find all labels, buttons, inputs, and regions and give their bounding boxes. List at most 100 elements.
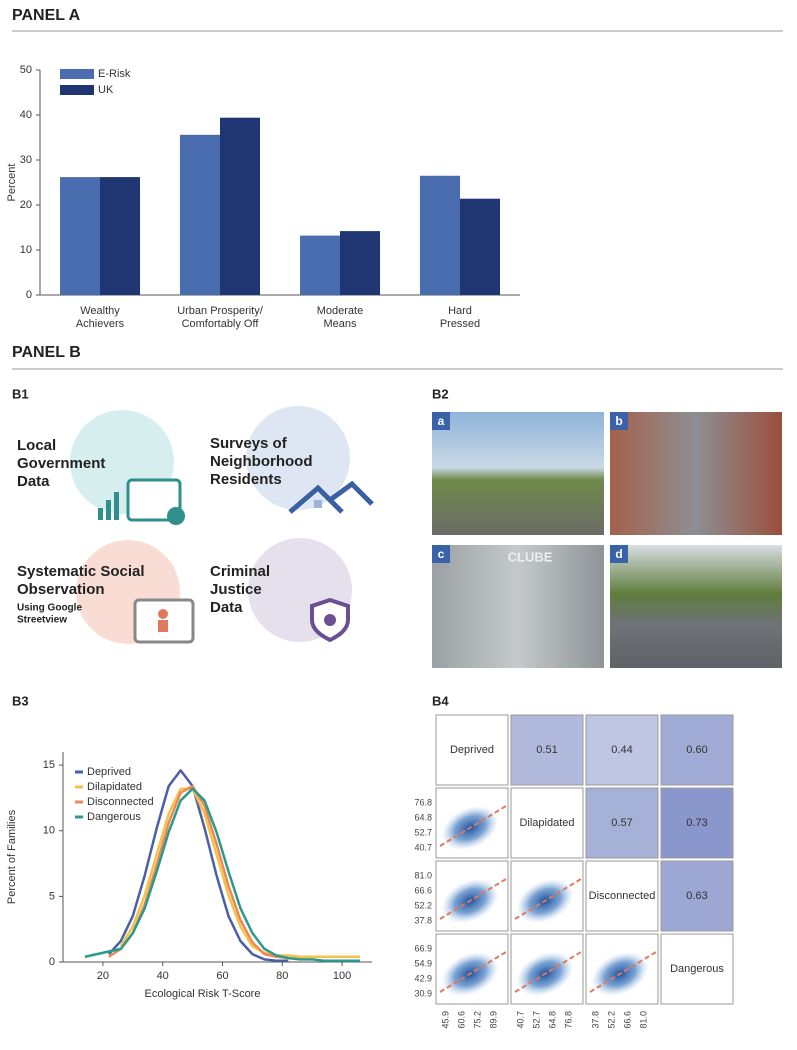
source-title: Data (210, 599, 243, 616)
fit-line (439, 951, 507, 993)
source-title: Residents (210, 471, 282, 488)
legend-label: E-Risk (98, 68, 131, 80)
fit-line (589, 951, 657, 993)
fit-line (439, 805, 507, 847)
bar (420, 175, 460, 295)
col-tick-label: 40.7 (515, 1011, 525, 1029)
y-tick-label: 10 (20, 244, 32, 256)
x-tick-label: 20 (97, 970, 109, 982)
source-title: Surveys of (210, 435, 288, 452)
correlation-value: 0.73 (686, 817, 707, 829)
row-tick-label: 54.9 (414, 958, 432, 968)
photo-badge (610, 545, 628, 563)
source-title: Observation (17, 581, 105, 598)
col-tick-label: 81.0 (638, 1011, 648, 1029)
source-title: Criminal (210, 563, 270, 580)
photo-label: c (438, 547, 445, 561)
y-axis-label: Percent of Families (6, 809, 18, 904)
variable-label: Dangerous (670, 963, 724, 975)
photo-badge (432, 545, 450, 563)
row-tick-label: 81.0 (414, 870, 432, 880)
matrix-cell (585, 860, 659, 932)
fit-line (514, 878, 582, 920)
correlation-value: 0.63 (686, 890, 707, 902)
photo-sign: CLUBE (508, 549, 553, 564)
row-tick-label: 66.6 (414, 885, 432, 895)
correlation-cell (585, 787, 659, 859)
photo-badge (610, 412, 628, 430)
col-tick-label: 45.9 (440, 1011, 450, 1029)
y-tick-label: 30 (20, 154, 32, 166)
correlation-cell (660, 787, 734, 859)
legend-label: UK (98, 84, 114, 96)
photo (610, 412, 782, 535)
photo-label: a (438, 414, 445, 428)
row-tick-label: 42.9 (414, 973, 432, 983)
panel-title: PANEL B (12, 344, 81, 361)
x-tick-label: 60 (216, 970, 228, 982)
row-tick-label: 64.8 (414, 812, 432, 822)
x-tick-label: Moderate Means (317, 305, 363, 330)
photo-label: d (615, 547, 622, 561)
legend-label: Disconnected (87, 796, 154, 808)
fit-line (439, 878, 507, 920)
variable-label: Deprived (450, 744, 494, 756)
x-tick-label: Wealthy Achievers (76, 305, 125, 330)
y-tick-label: 5 (49, 890, 55, 902)
correlation-value: 0.44 (611, 744, 632, 756)
x-tick-label: Hard Pressed (440, 305, 480, 330)
row-tick-label: 40.7 (414, 842, 432, 852)
source-title: Justice (210, 581, 262, 598)
variable-label: Disconnected (589, 890, 656, 902)
col-tick-label: 52.7 (531, 1011, 541, 1029)
y-tick-label: 10 (43, 825, 55, 837)
photo (610, 545, 782, 668)
col-tick-label: 64.8 (547, 1011, 557, 1029)
fit-line (514, 951, 582, 993)
bar (220, 117, 260, 295)
sub-label: B4 (432, 693, 449, 708)
source-subtitle: Streetview (17, 615, 67, 626)
photo (432, 412, 604, 535)
legend-swatch (60, 85, 94, 95)
line (119, 787, 361, 958)
matrix-cell (660, 933, 734, 1005)
line (107, 769, 289, 962)
col-tick-label: 66.6 (622, 1011, 632, 1029)
legend-label: Dilapidated (87, 781, 142, 793)
source-title: Systematic Social (17, 563, 145, 580)
y-tick-label: 15 (43, 759, 55, 771)
sub-label: B2 (432, 386, 449, 401)
col-tick-label: 89.9 (488, 1011, 498, 1029)
correlation-value: 0.51 (536, 744, 557, 756)
row-tick-label: 66.9 (414, 943, 432, 953)
source-title: Neighborhood (210, 453, 312, 470)
col-tick-label: 75.2 (472, 1011, 482, 1029)
col-tick-label: 60.6 (456, 1011, 466, 1029)
correlation-value: 0.57 (611, 817, 632, 829)
photo-label: b (615, 414, 622, 428)
sub-label: B1 (12, 386, 29, 401)
matrix-cell (510, 787, 584, 859)
bar (300, 235, 340, 295)
row-tick-label: 37.8 (414, 915, 432, 925)
photo (432, 545, 604, 668)
source-title: Local (17, 437, 56, 454)
y-tick-label: 20 (20, 199, 32, 211)
correlation-cell (585, 714, 659, 786)
legend-label: Deprived (87, 766, 131, 778)
legend-swatch (60, 69, 94, 79)
source-title: Government (17, 455, 105, 472)
col-tick-label: 37.8 (590, 1011, 600, 1029)
x-tick-label: 40 (157, 970, 169, 982)
source-subtitle: Using Google (17, 603, 82, 614)
row-tick-label: 52.2 (414, 900, 432, 910)
correlation-value: 0.60 (686, 744, 707, 756)
bar (340, 231, 380, 295)
correlation-cell (660, 860, 734, 932)
correlation-cell (510, 714, 584, 786)
source-title: Data (17, 473, 50, 490)
photo-badge (432, 412, 450, 430)
bar (60, 177, 100, 295)
